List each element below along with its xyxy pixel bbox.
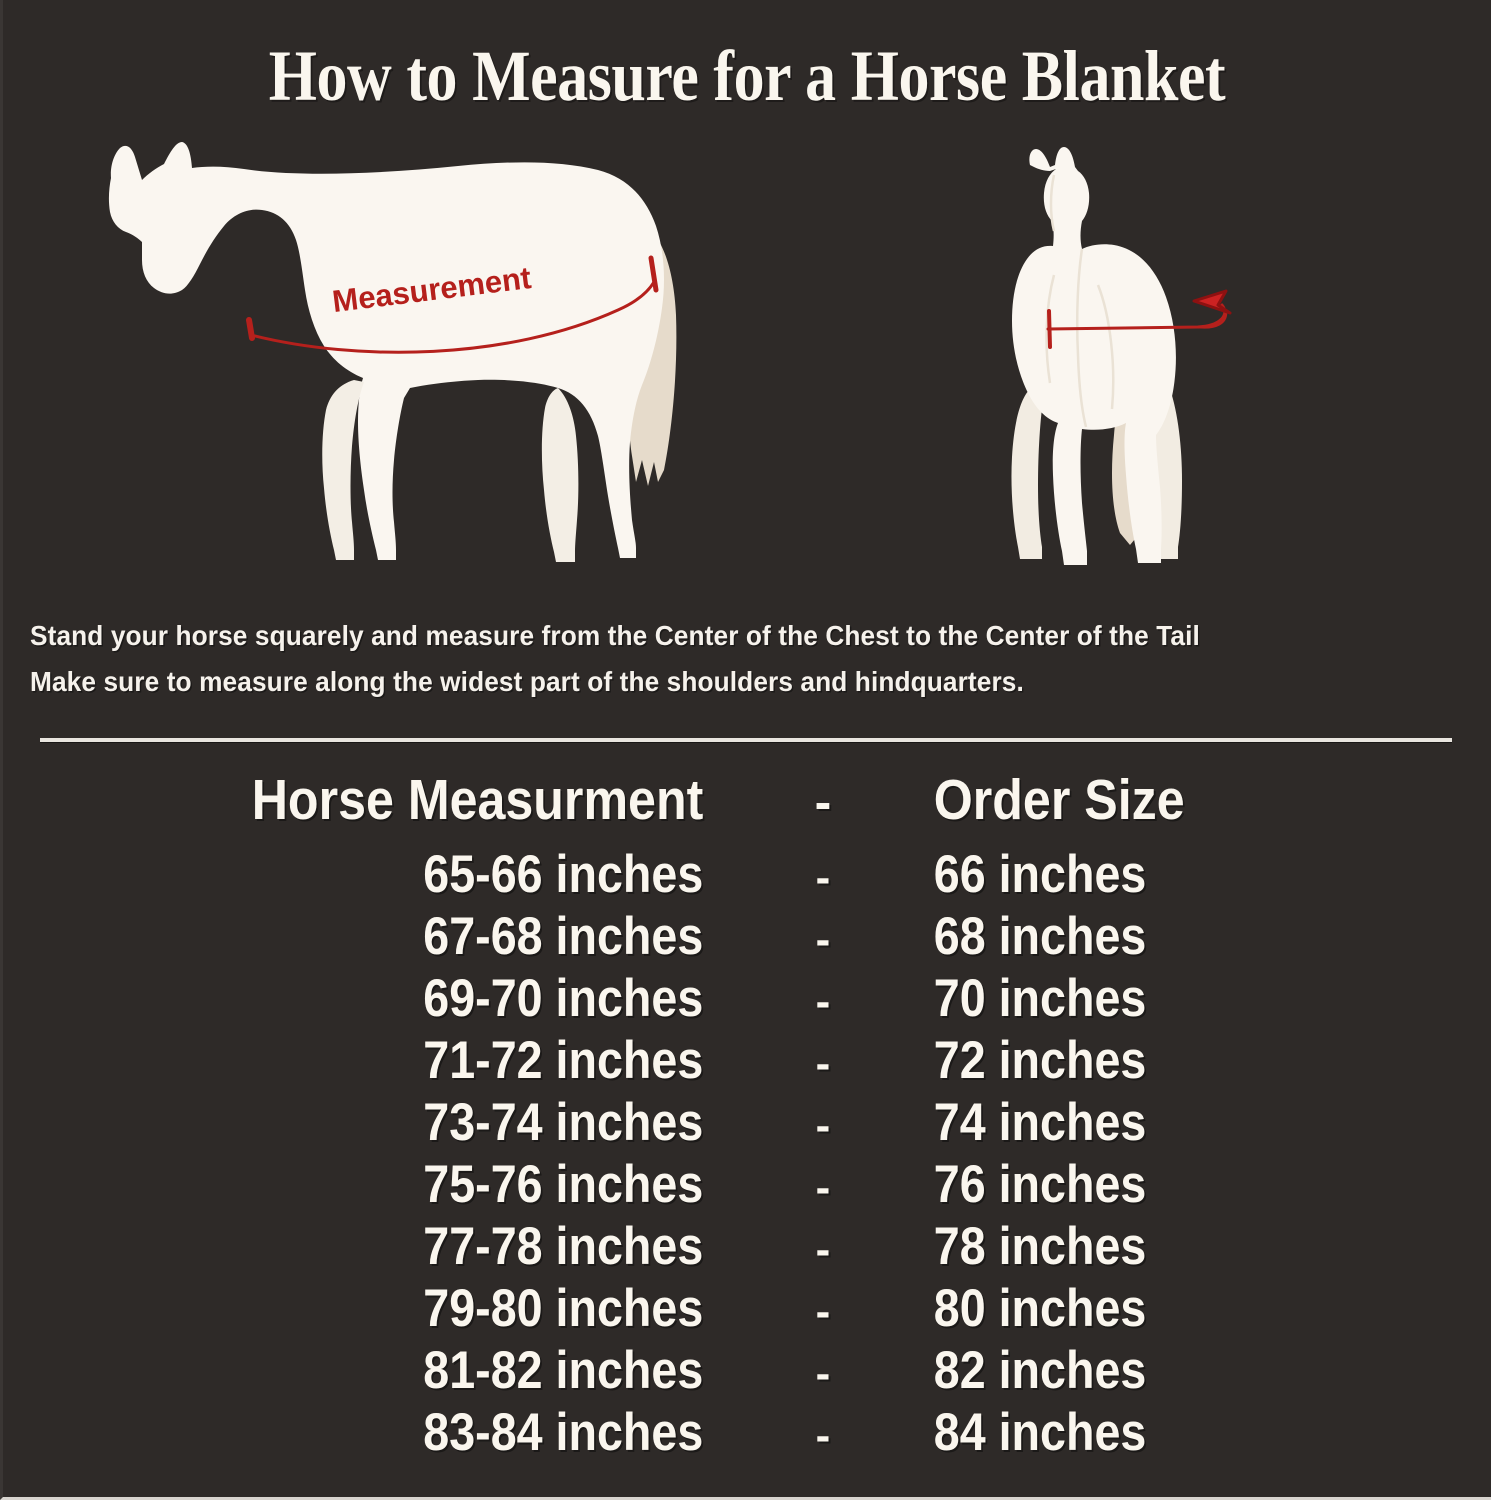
cell-separator: -: [815, 1287, 831, 1336]
cell-measurement: 73-74 inches: [423, 1093, 704, 1152]
cell-separator: -: [815, 1163, 831, 1212]
cell-order-size: 76 inches: [933, 1155, 1147, 1214]
horse-rear-contour-2: [1045, 274, 1056, 384]
cell-separator: -: [815, 1101, 831, 1150]
table-row: 69-70 inches - 70 inches: [3, 968, 1491, 1030]
table-row: 67-68 inches - 68 inches: [3, 906, 1491, 968]
size-chart-table: Horse Measurment - Order Size 65-66 inch…: [3, 760, 1491, 1464]
horse-rear-contour-3: [1096, 284, 1115, 410]
section-divider: [40, 738, 1452, 742]
cell-measurement: 69-70 inches: [423, 969, 704, 1028]
rear-measurement-start-tick: [1047, 309, 1052, 349]
horse-rear-contour-1: [1075, 248, 1088, 428]
measurement-start-tick: [246, 317, 255, 341]
cell-measurement: 67-68 inches: [423, 907, 704, 966]
horse-illustrations: Measurement: [3, 130, 1491, 590]
cell-separator: -: [815, 1039, 831, 1088]
cell-order-size: 84 inches: [933, 1403, 1147, 1462]
cell-separator: -: [815, 977, 831, 1026]
cell-measurement: 71-72 inches: [423, 1031, 704, 1090]
table-row: 71-72 inches - 72 inches: [3, 1030, 1491, 1092]
rear-measurement-line-back: [1196, 311, 1228, 329]
cell-measurement: 83-84 inches: [423, 1403, 704, 1462]
horse-side-view-illustration: Measurement: [58, 130, 738, 580]
cell-order-size: 70 inches: [933, 969, 1147, 1028]
horse-front-leg-far: [322, 380, 364, 560]
table-row: 65-66 inches - 66 inches: [3, 844, 1491, 906]
table-row: 73-74 inches - 74 inches: [3, 1092, 1491, 1154]
table-header-row: Horse Measurment - Order Size: [3, 760, 1491, 844]
column-header-separator: -: [814, 774, 832, 830]
cell-measurement: 79-80 inches: [423, 1279, 704, 1338]
table-row: 81-82 inches - 82 inches: [3, 1340, 1491, 1402]
horse-rear-leg-left-far: [1011, 389, 1044, 559]
cell-order-size: 74 inches: [933, 1093, 1147, 1152]
column-header-measurement: Horse Measurment: [251, 768, 704, 832]
cell-measurement: 77-78 inches: [423, 1217, 704, 1276]
rear-measurement-arrowhead: [1192, 289, 1232, 315]
cell-measurement: 65-66 inches: [423, 845, 704, 904]
instruction-line-2: Make sure to measure along the widest pa…: [30, 666, 1024, 697]
measuring-instructions: Stand your horse squarely and measure fr…: [30, 613, 1405, 705]
horse-rear-view-illustration: [958, 135, 1278, 585]
measurement-line: [249, 280, 656, 354]
cell-separator: -: [815, 915, 831, 964]
table-row: 83-84 inches - 84 inches: [3, 1402, 1491, 1464]
table-row: 77-78 inches - 78 inches: [3, 1216, 1491, 1278]
cell-order-size: 82 inches: [933, 1341, 1147, 1400]
cell-order-size: 80 inches: [933, 1279, 1147, 1338]
measurement-end-tick: [648, 255, 659, 293]
horse-rear-head-contour: [1049, 174, 1056, 232]
instruction-line-1: Stand your horse squarely and measure fr…: [30, 620, 1200, 651]
page-title: How to Measure for a Horse Blanket: [268, 36, 1226, 116]
cell-order-size: 72 inches: [933, 1031, 1147, 1090]
cell-measurement: 81-82 inches: [423, 1341, 704, 1400]
cell-separator: -: [815, 1349, 831, 1398]
column-header-order-size: Order Size: [933, 768, 1185, 832]
horse-rear-leg-far: [541, 388, 579, 562]
table-row: 79-80 inches - 80 inches: [3, 1278, 1491, 1340]
horse-rear-body-shape: [1012, 147, 1176, 565]
table-row: 75-76 inches - 76 inches: [3, 1154, 1491, 1216]
cell-order-size: 78 inches: [933, 1217, 1147, 1276]
cell-order-size: 68 inches: [933, 907, 1147, 966]
cell-separator: -: [815, 1225, 831, 1274]
cell-order-size: 66 inches: [933, 845, 1147, 904]
cell-measurement: 75-76 inches: [423, 1155, 704, 1214]
cell-separator: -: [815, 1411, 831, 1460]
cell-separator: -: [815, 853, 831, 902]
